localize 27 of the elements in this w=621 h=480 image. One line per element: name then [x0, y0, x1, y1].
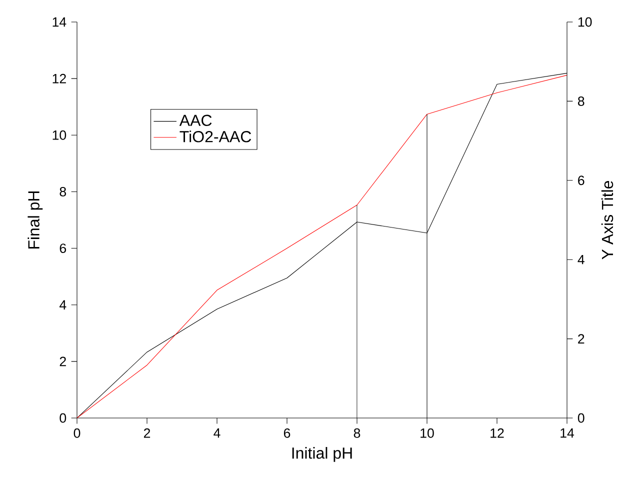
- y2-tick-label: 4: [578, 255, 584, 264]
- y2-axis-title: Y Axis Title: [601, 181, 614, 260]
- x-tick-label: 10: [420, 428, 434, 438]
- x-tick-label: 6: [284, 428, 290, 438]
- y-tick-label: 6: [60, 244, 66, 254]
- y2-tick-label: 0: [578, 413, 584, 423]
- x-tick-label: 12: [490, 428, 504, 438]
- x-tick-label: 0: [74, 428, 80, 438]
- x-tick-label: 8: [354, 428, 360, 438]
- x-axis-title: Initial pH: [292, 447, 352, 462]
- y-tick-label: 14: [52, 17, 66, 27]
- y2-tick-label: 2: [578, 334, 584, 344]
- y-tick-label: 10: [52, 130, 66, 140]
- legend-label: TiO2-AAC: [180, 130, 252, 142]
- y-tick-label: 0: [60, 413, 66, 423]
- x-tick-label: 4: [214, 428, 220, 438]
- y2-tick-label: 10: [578, 17, 592, 27]
- x-tick-label: 14: [560, 428, 574, 438]
- y-tick-label: 2: [60, 356, 66, 366]
- y-axis-title: Final pH: [28, 192, 43, 248]
- y-tick-label: 8: [60, 187, 66, 196]
- x-tick-label: 2: [144, 428, 150, 438]
- y-tick-label: 12: [52, 74, 66, 84]
- y2-tick-label: 8: [578, 96, 584, 106]
- y2-tick-label: 6: [578, 176, 584, 186]
- y-tick-label: 4: [60, 300, 66, 310]
- legend-label: AAC: [179, 114, 212, 126]
